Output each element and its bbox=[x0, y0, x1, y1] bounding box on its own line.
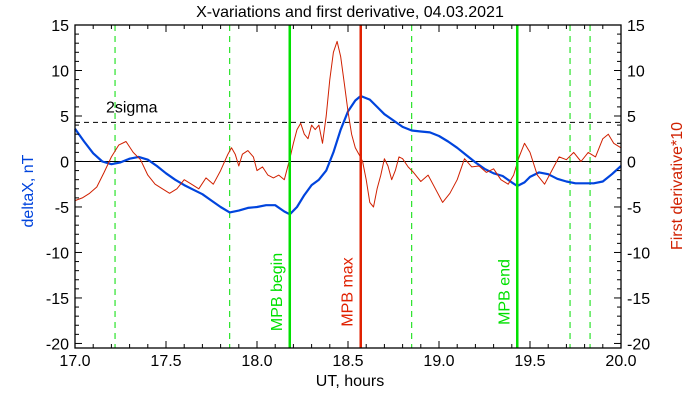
left-y-tick-label-7: -20 bbox=[46, 336, 69, 353]
right-y-tick-label-5: -10 bbox=[627, 245, 650, 262]
left-y-tick-label-2: 5 bbox=[60, 109, 69, 126]
x-tick-label-6: 20.0 bbox=[605, 353, 636, 370]
x-tick-label-0: 17.0 bbox=[59, 353, 90, 370]
right-y-tick-label-2: 5 bbox=[627, 109, 636, 126]
marker-label-mpb-begin: MPB begin bbox=[269, 253, 286, 331]
left-y-tick-label-4: -5 bbox=[55, 200, 69, 217]
left-y-tick-label-3: 0 bbox=[60, 154, 69, 171]
marker-label-mpb-end: MPB end bbox=[496, 259, 513, 325]
plot-area: 2sigma MPB begin MPB max MPB end 17.0 17.5 18.… bbox=[46, 18, 650, 370]
chart-title: X-variations and first derivative, 04.03… bbox=[196, 4, 504, 21]
marker-label-mpb-max: MPB max bbox=[340, 257, 357, 326]
left-y-tick-label-6: -15 bbox=[46, 291, 69, 308]
left-y-tick-label-0: 15 bbox=[51, 18, 69, 35]
right-y-tick-label-4: -5 bbox=[627, 200, 641, 217]
x-tick-label-2: 18.0 bbox=[241, 353, 272, 370]
right-y-tick-label-3: 0 bbox=[627, 154, 636, 171]
left-y-tick-label-1: 10 bbox=[51, 63, 69, 80]
x-tick-label-5: 19.5 bbox=[514, 353, 545, 370]
derivative-series-line bbox=[74, 40, 622, 208]
right-y-tick-label-0: 15 bbox=[627, 18, 645, 35]
right-y-axis-title: First derivative*10 bbox=[669, 122, 686, 250]
left-y-tick-label-5: -10 bbox=[46, 245, 69, 262]
threshold-label: 2sigma bbox=[106, 99, 158, 116]
x-axis-title: UT, hours bbox=[316, 373, 384, 390]
x-tick-label-3: 18.5 bbox=[332, 353, 363, 370]
right-y-tick-label-7: -20 bbox=[627, 336, 650, 353]
right-y-tick-label-1: 10 bbox=[627, 63, 645, 80]
left-y-axis-title: deltaX, nT bbox=[20, 154, 37, 227]
x-tick-label-4: 19.0 bbox=[423, 353, 454, 370]
x-tick-label-1: 17.5 bbox=[150, 353, 181, 370]
right-y-tick-label-6: -15 bbox=[627, 291, 650, 308]
